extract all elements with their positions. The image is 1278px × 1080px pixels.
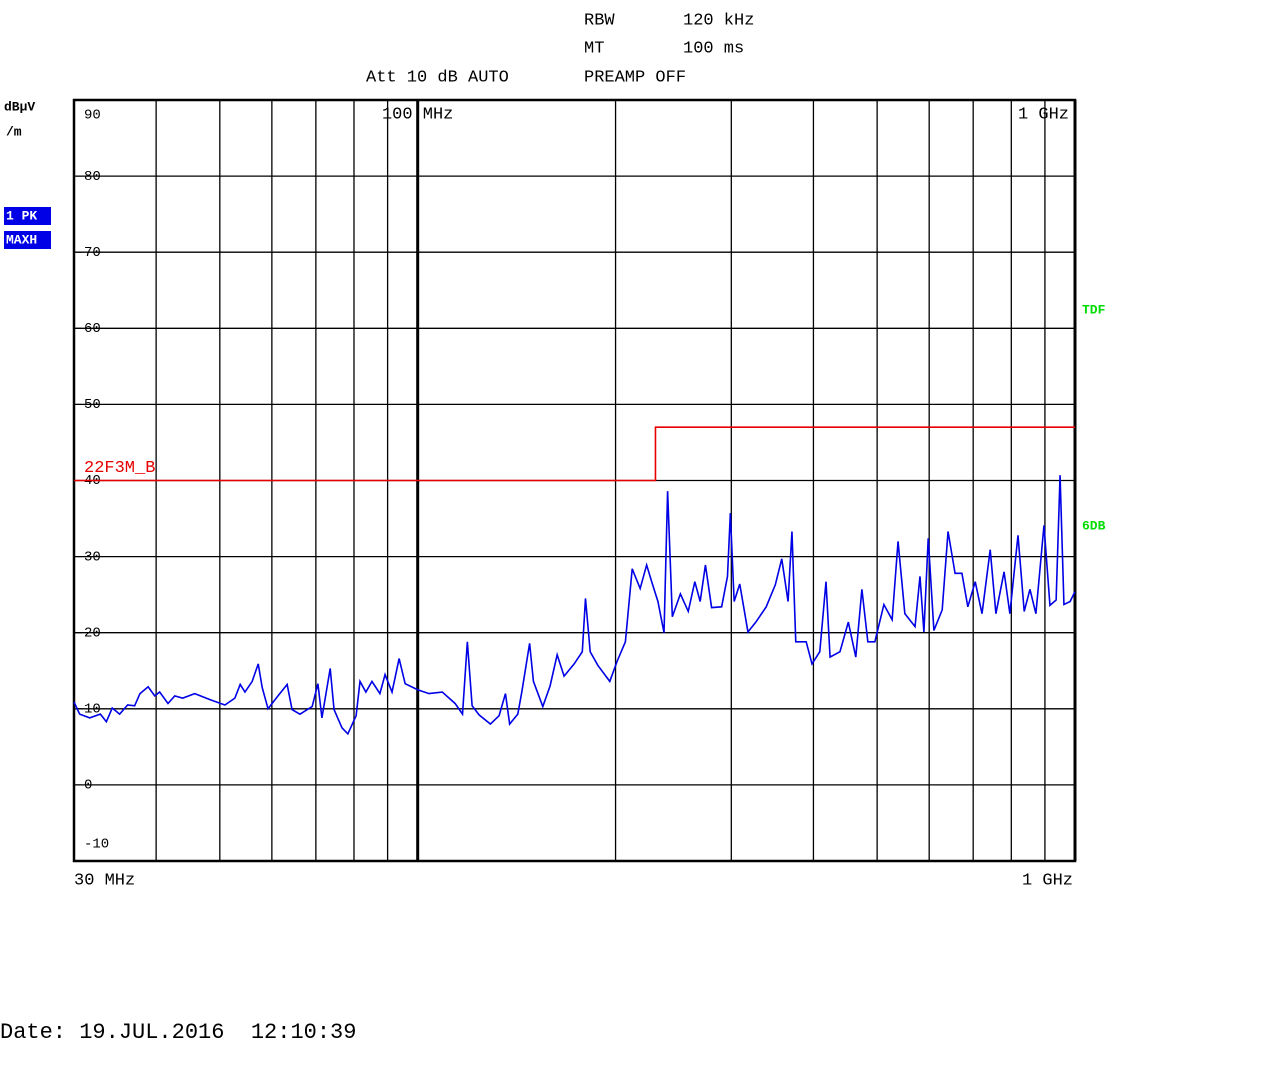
y-tick-label: -10 — [84, 837, 109, 853]
rbw-label: RBW — [584, 11, 615, 30]
rbw-value: 120 kHz — [683, 11, 754, 30]
x-tick-label: 1 GHz — [1018, 105, 1069, 124]
trace-badge — [4, 207, 51, 225]
y-tick-label: 90 — [84, 108, 101, 124]
y-tick-label: 30 — [84, 549, 101, 565]
trace — [74, 426, 1075, 482]
detector-label: MAXH — [6, 232, 37, 247]
x-start-label: 30 MHz — [74, 871, 135, 890]
y-tick-label: 70 — [84, 245, 101, 261]
mt-value: 100 ms — [683, 39, 744, 58]
y-tick-label: 80 — [84, 169, 101, 185]
preamp: PREAMP OFF — [584, 68, 686, 87]
y-tick-label: 20 — [84, 625, 101, 641]
y-tick-label: 50 — [84, 397, 101, 413]
side-label: TDF — [1082, 302, 1106, 317]
mt-label: MT — [584, 39, 604, 58]
y-tick-label: 60 — [84, 321, 101, 337]
x-tick-label: 100 MHz — [382, 105, 453, 124]
y-unit: /m — [6, 124, 22, 139]
y-tick-label: 0 — [84, 778, 92, 794]
trace-label: 1 PK — [6, 208, 37, 223]
trace-badge — [4, 231, 51, 249]
attenuation: Att 10 dB AUTO — [366, 68, 509, 87]
y-tick-label: 10 — [84, 702, 101, 718]
y-unit: dBµV — [4, 99, 35, 114]
x-stop-label: 1 GHz — [1022, 871, 1073, 890]
side-label: 6DB — [1082, 518, 1106, 533]
limit-line-label: 22F3M_B — [84, 459, 155, 478]
trace — [73, 475, 1076, 736]
date: Date: 19.JUL.2016 12:10:39 — [0, 1020, 356, 1045]
